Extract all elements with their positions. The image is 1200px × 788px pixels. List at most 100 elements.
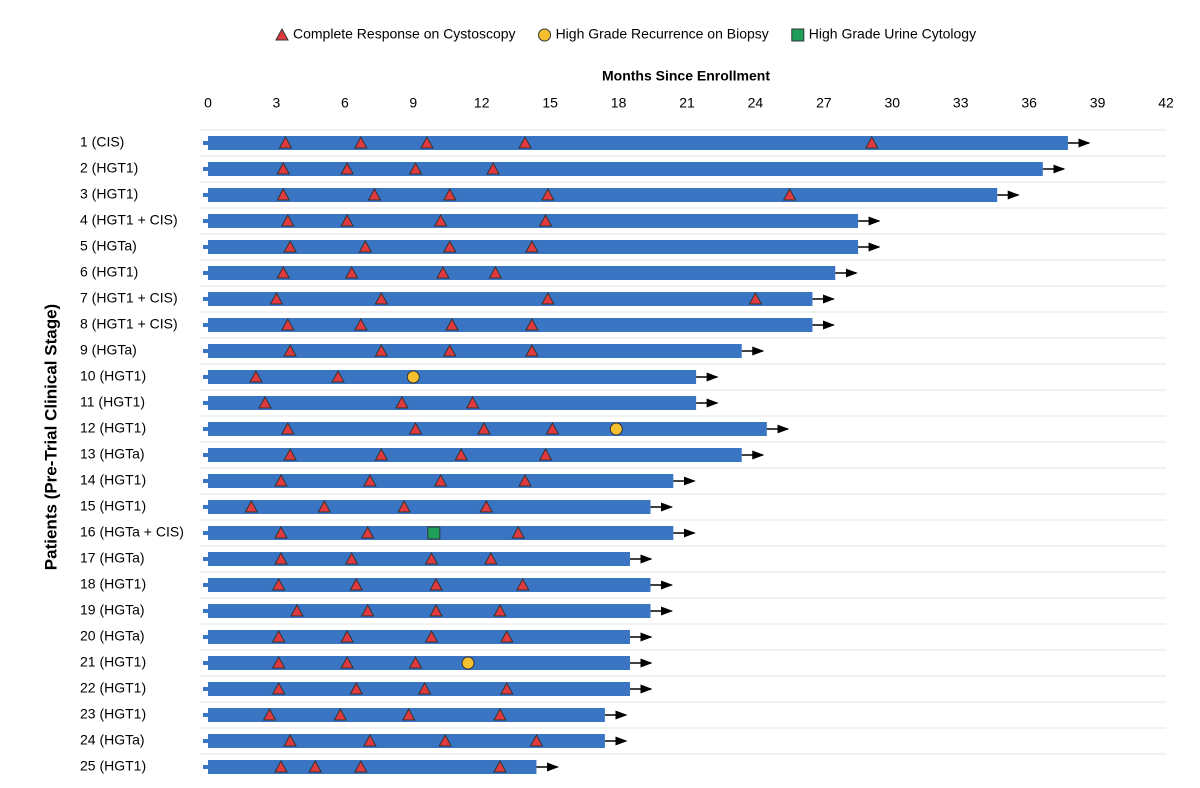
bar-tab (203, 661, 208, 665)
event-marker (353, 317, 368, 331)
bar (208, 162, 1043, 176)
event-marker (445, 317, 459, 331)
bar-tab (203, 375, 208, 379)
event-marker (429, 577, 443, 591)
event-marker (442, 239, 457, 253)
bar (208, 630, 630, 644)
bar-tab (203, 557, 208, 561)
event-marker (483, 551, 498, 565)
event-marker (424, 551, 439, 565)
event-marker (538, 213, 553, 227)
y-axis-title: Patients (Pre-Trial Clinical Stage) (41, 304, 60, 570)
event-marker (518, 473, 532, 487)
x-axis-title: Months Since Enrollment (602, 68, 770, 84)
event-marker (499, 629, 514, 643)
bar-tab (203, 531, 208, 535)
event-marker (395, 395, 409, 409)
bar (208, 136, 1068, 150)
event-marker (280, 421, 295, 435)
bar (208, 552, 630, 566)
event-marker (541, 291, 555, 305)
event-marker (427, 526, 441, 540)
bar-tab (203, 297, 208, 301)
event-marker (461, 656, 475, 670)
y-tick-label: 9 (HGTa) (80, 342, 137, 358)
event-marker (748, 291, 763, 305)
event-marker (493, 707, 507, 721)
x-tick-label: 42 (1158, 95, 1174, 111)
bar-tab (203, 141, 208, 145)
y-tick-label: 18 (HGT1) (80, 576, 146, 592)
event-marker (442, 343, 457, 357)
legend-label: Complete Response on Cystoscopy (293, 26, 516, 42)
x-tick-label: 21 (679, 95, 695, 111)
event-marker (367, 187, 382, 201)
event-marker (791, 28, 805, 42)
y-tick-label: 8 (HGT1 + CIS) (80, 316, 178, 332)
y-tick-label: 11 (HGT1) (80, 394, 145, 410)
event-marker (511, 525, 526, 539)
bar-tab (203, 271, 208, 275)
bar (208, 526, 674, 540)
event-marker (363, 733, 377, 747)
bar (208, 760, 537, 774)
y-tick-label: 14 (HGT1) (80, 472, 146, 488)
event-marker (308, 759, 323, 773)
event-marker (353, 759, 368, 773)
y-tick-label: 10 (HGT1) (80, 368, 146, 384)
event-marker (349, 681, 364, 695)
bar-tab (203, 193, 208, 197)
event-marker (280, 317, 295, 331)
event-marker (290, 603, 304, 617)
event-marker (374, 447, 389, 461)
event-marker (353, 135, 368, 149)
event-marker (269, 291, 284, 305)
bar-tab (203, 167, 208, 171)
y-tick-label: 5 (HGTa) (80, 238, 137, 254)
bar (208, 578, 651, 592)
x-tick-label: 27 (816, 95, 832, 111)
bar (208, 500, 651, 514)
event-marker (274, 759, 288, 773)
y-tick-label: 13 (HGTa) (80, 446, 145, 462)
bar (208, 604, 651, 618)
event-marker (340, 629, 354, 643)
legend-label: High Grade Urine Cytology (809, 26, 976, 42)
event-marker (360, 603, 375, 617)
event-marker (541, 187, 555, 201)
event-marker (340, 161, 354, 175)
event-marker (271, 681, 286, 695)
y-tick-label: 16 (HGTa + CIS) (80, 524, 184, 540)
bar-tab (203, 479, 208, 483)
bar (208, 318, 813, 332)
event-marker (271, 655, 286, 669)
bar (208, 188, 998, 202)
event-marker (283, 733, 297, 747)
event-marker (408, 161, 423, 175)
event-marker (258, 395, 272, 409)
y-tick-label: 24 (HGTa) (80, 732, 145, 748)
bar (208, 448, 742, 462)
x-tick-label: 9 (409, 95, 417, 111)
event-marker (493, 759, 507, 773)
event-marker (401, 707, 416, 721)
event-marker (349, 577, 364, 591)
event-marker (374, 343, 389, 357)
event-marker (465, 395, 480, 409)
event-marker (283, 447, 297, 461)
bar-tab (203, 401, 208, 405)
event-marker (529, 733, 544, 747)
event-marker (262, 707, 277, 721)
event-marker (424, 629, 439, 643)
bar (208, 396, 697, 410)
bar-tab (203, 739, 208, 743)
event-marker (249, 369, 263, 383)
event-marker (442, 187, 457, 201)
event-marker (538, 447, 553, 461)
legend-label: High Grade Recurrence on Biopsy (556, 26, 769, 42)
x-tick-label: 12 (474, 95, 490, 111)
bar-tab (203, 245, 208, 249)
x-tick-label: 33 (953, 95, 969, 111)
event-marker (545, 421, 560, 435)
